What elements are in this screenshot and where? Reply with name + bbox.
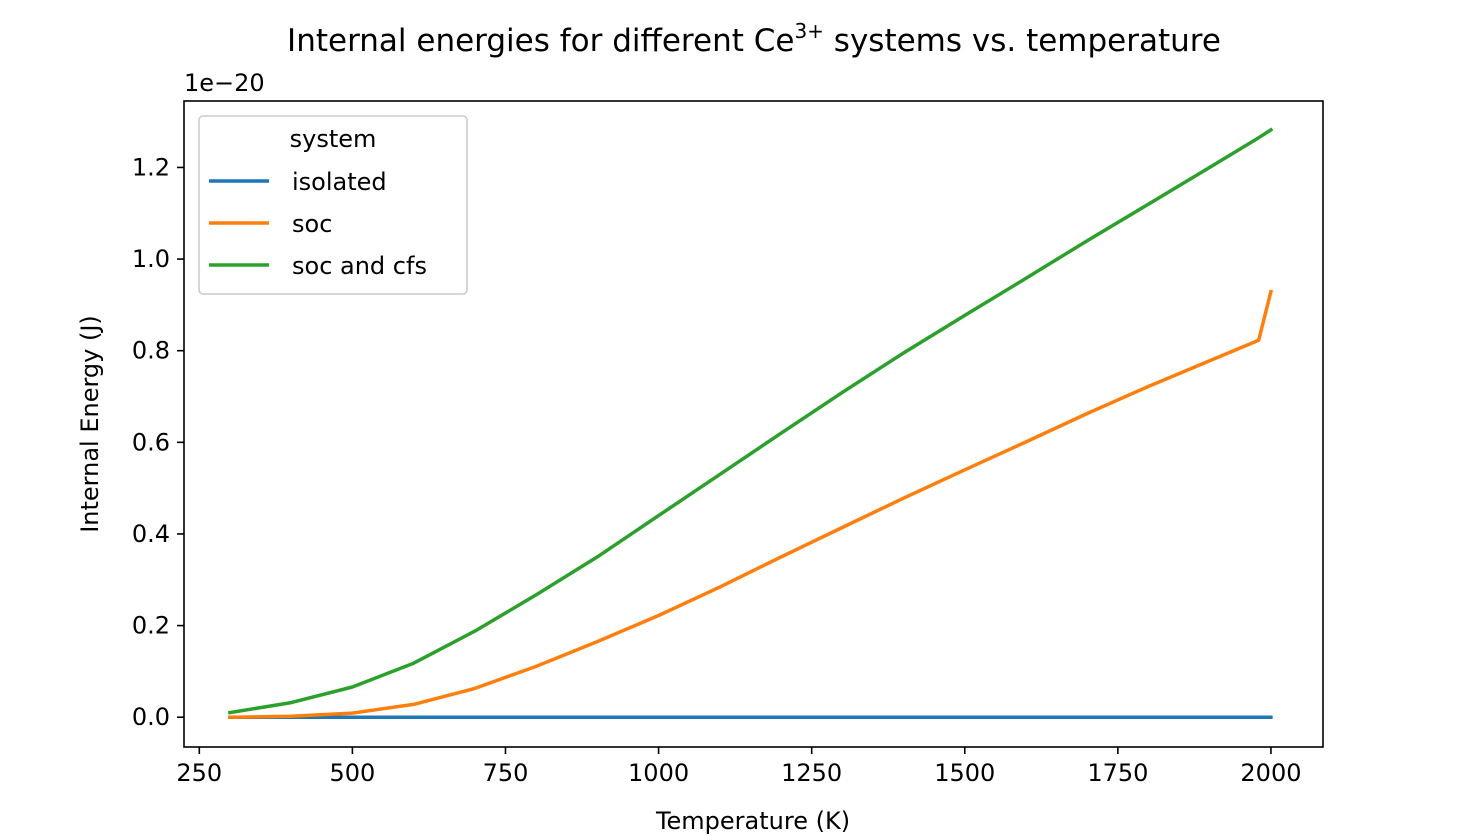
legend-label: soc and cfs xyxy=(292,252,427,280)
x-tick-label: 1250 xyxy=(781,759,842,787)
y-tick-label: 0.0 xyxy=(132,703,170,731)
legend-title: system xyxy=(290,125,377,153)
legend-label: isolated xyxy=(292,168,387,196)
x-tick-label: 1500 xyxy=(934,759,995,787)
y-offset-text: 1e−20 xyxy=(184,69,265,97)
x-axis-label: Temperature (K) xyxy=(655,807,850,835)
chart-title-main: Internal energies for different Ce xyxy=(287,23,794,59)
x-tick-label: 250 xyxy=(176,759,222,787)
chart-title: Internal energies for different Ce3+ sys… xyxy=(287,19,1221,59)
plot-frame xyxy=(183,100,1324,748)
x-tick-label: 1750 xyxy=(1087,759,1148,787)
y-tick-label: 1.2 xyxy=(132,153,170,181)
chart-title-superscript: 3+ xyxy=(794,19,823,43)
legend-entries: isolated soc soc and cfs xyxy=(209,168,427,280)
y-tick-label: 0.2 xyxy=(132,612,170,640)
y-tick-label: 0.6 xyxy=(132,428,170,456)
x-tick-label: 2000 xyxy=(1240,759,1301,787)
x-tick-label: 1000 xyxy=(628,759,689,787)
legend-box xyxy=(198,115,468,295)
y-tick-label: 0.8 xyxy=(132,337,170,365)
y-axis: 0.0 0.2 0.4 0.6 0.8 1.0 1.2 xyxy=(132,153,184,731)
legend: system isolated soc soc and cfs xyxy=(198,115,468,295)
chart-title-rest: systems vs. temperature xyxy=(824,23,1221,59)
y-tick-label: 0.4 xyxy=(132,520,170,548)
x-tick-label: 500 xyxy=(329,759,375,787)
plot-lines xyxy=(227,127,1274,719)
y-tick-label: 1.0 xyxy=(132,245,170,273)
x-tick-label: 750 xyxy=(483,759,529,787)
y-axis-label: Internal Energy (J) xyxy=(76,315,104,533)
series-line-2 xyxy=(227,127,1274,715)
series-line-1 xyxy=(228,289,1274,719)
x-axis: 250 500 750 1000 1250 1500 1750 2000 xyxy=(176,747,1301,787)
legend-label: soc xyxy=(292,210,332,238)
